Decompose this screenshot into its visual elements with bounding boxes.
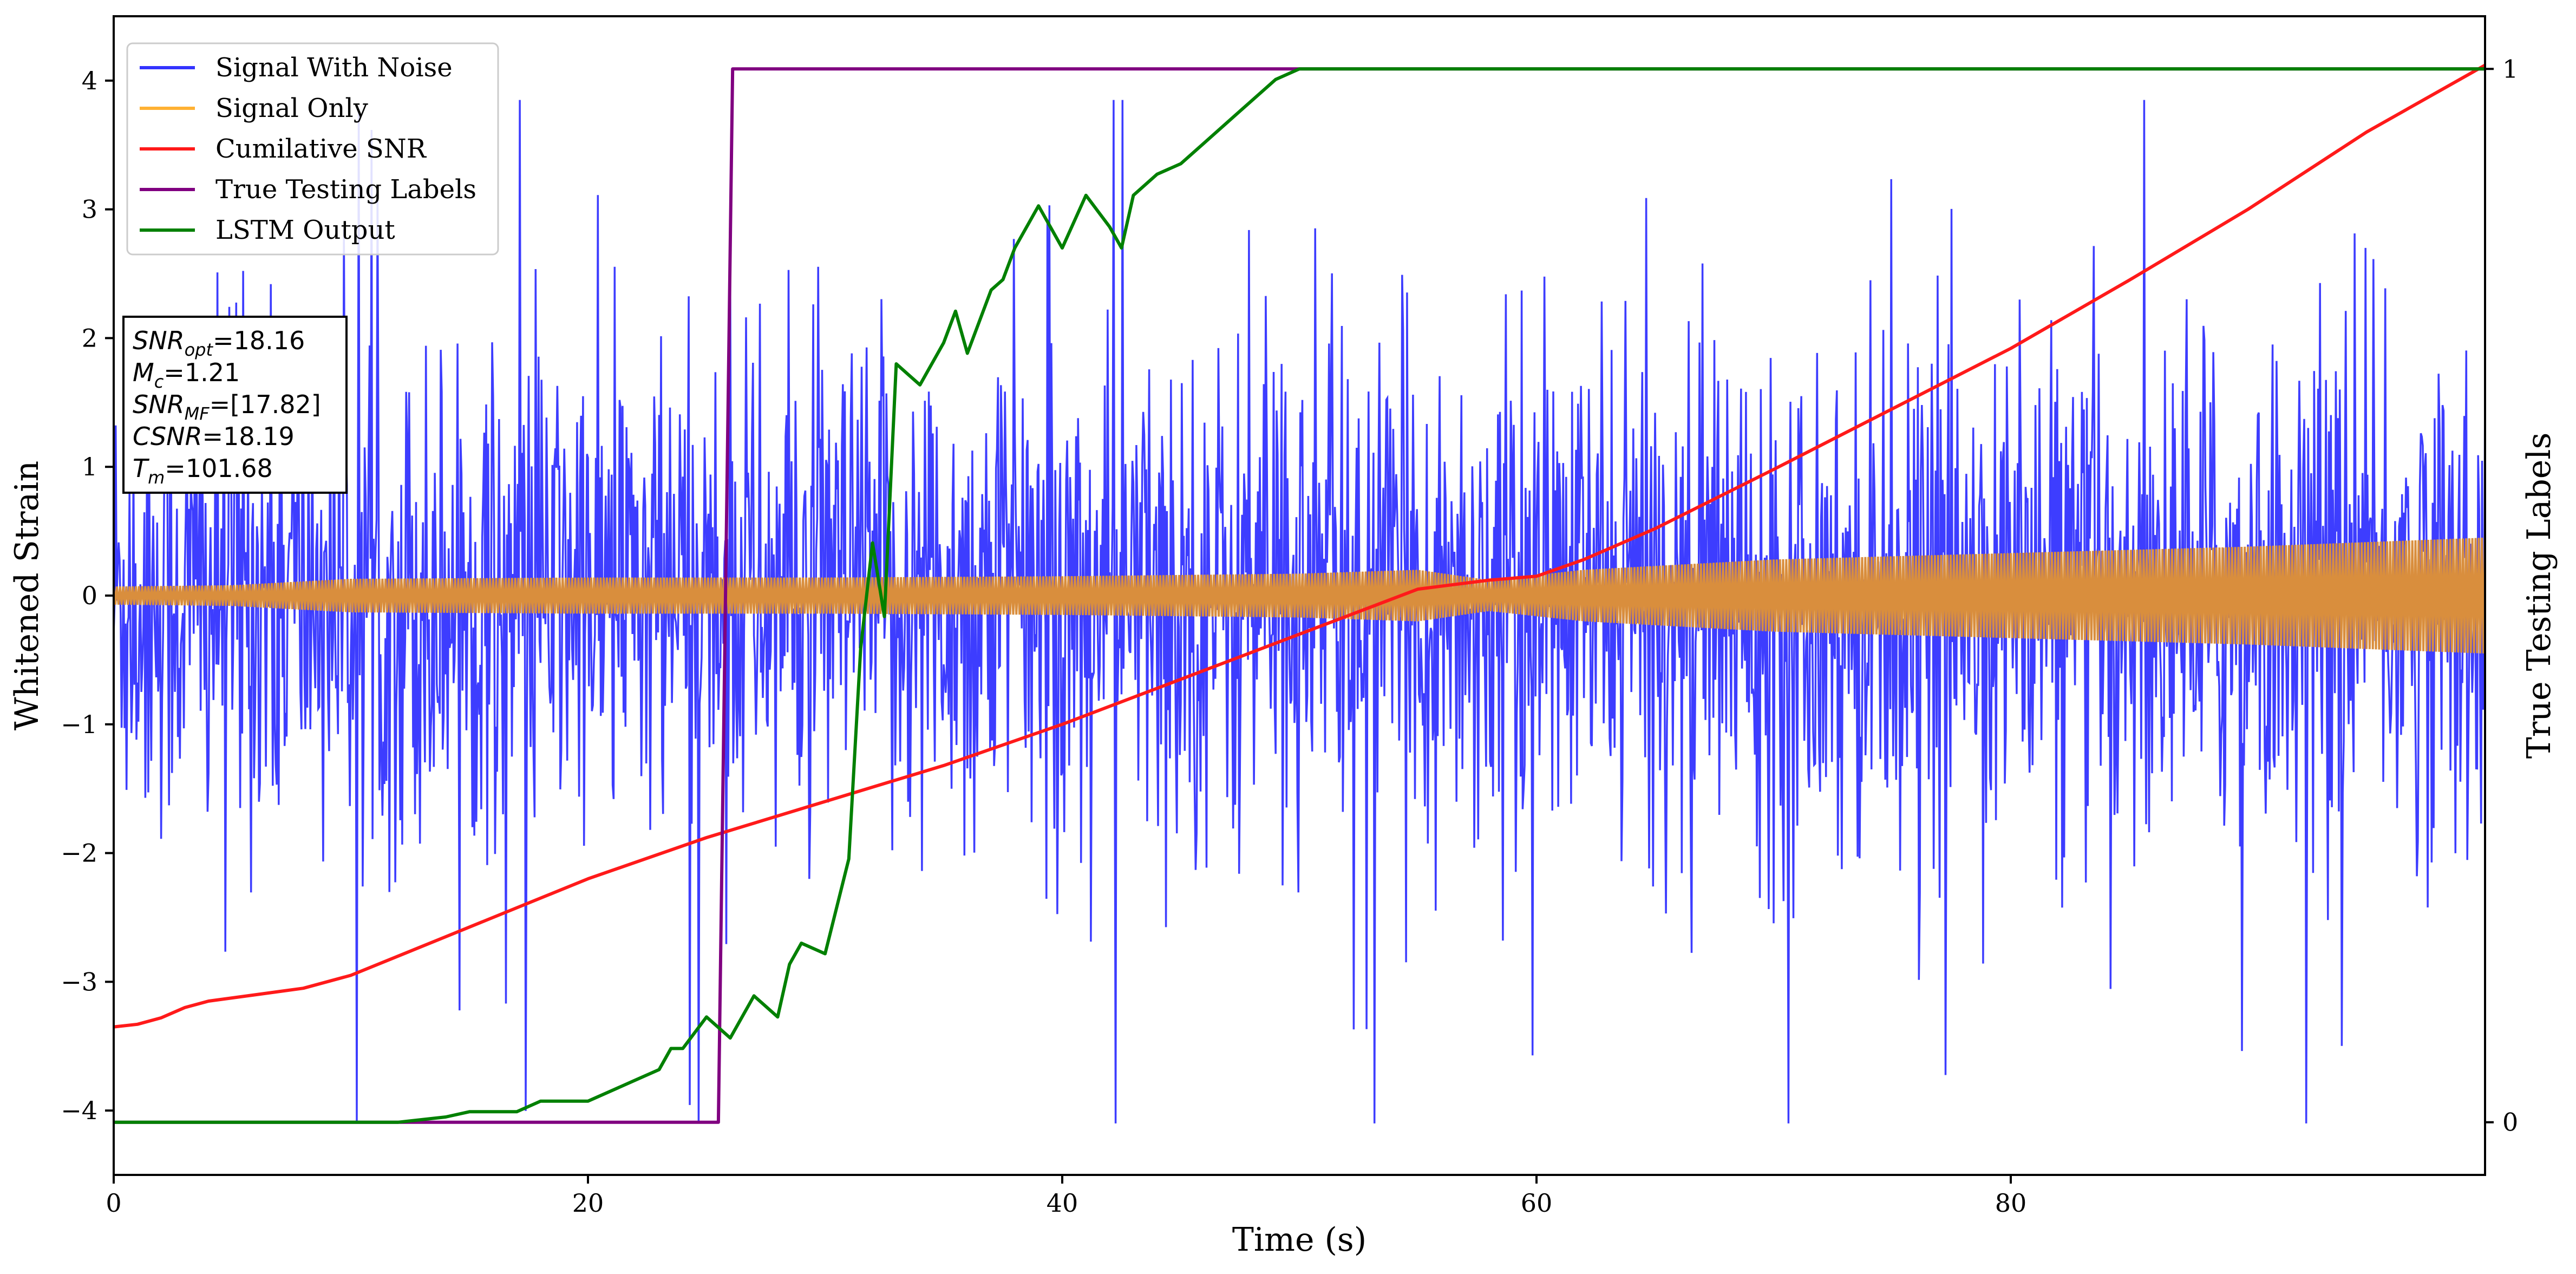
x-tick-label: 40 (1047, 1188, 1078, 1218)
y-tick-label: 0 (82, 581, 97, 610)
stat-csnr: CSNR=18.19 (133, 422, 295, 451)
plot-area (114, 63, 2485, 1124)
legend-label: Signal Only (215, 93, 368, 123)
y-tick-label: 1 (82, 452, 97, 481)
y-tick-label: −1 (61, 710, 97, 739)
stat-snr-mf: SNRMF=[17.82] (133, 390, 321, 424)
legend-frame (126, 42, 499, 256)
legend-label: True Testing Labels (215, 174, 476, 205)
stat-snr-opt: SNRopt=18.16 (133, 326, 305, 360)
x-tick-label: 20 (572, 1188, 604, 1218)
stats-annotation-frame (122, 316, 348, 494)
y-tick-label: −3 (61, 967, 97, 996)
x-tick-label: 60 (1521, 1188, 1553, 1218)
x-tick-label: 0 (106, 1188, 121, 1218)
y-tick-label: 3 (82, 195, 97, 224)
y-tick-label: −2 (61, 839, 97, 868)
y-axis-label-left: Whitened Strain (8, 461, 46, 730)
legend-label: Signal With Noise (215, 53, 453, 83)
y-tick-label: 4 (82, 66, 97, 95)
legend-label: LSTM Output (215, 215, 395, 245)
y-tick-label: −4 (61, 1096, 97, 1125)
stat-mc: Mc=1.21 (133, 358, 240, 392)
x-tick-label: 80 (1995, 1188, 2027, 1218)
cumulative-snr-line (114, 63, 2485, 1029)
stat-tm: Tm=101.68 (133, 454, 273, 488)
signal-with-noise-line (114, 100, 2485, 1123)
y-tick-label: 2 (82, 323, 97, 352)
x-axis-label: Time (s) (1232, 1221, 1367, 1259)
lstm-output-line (114, 67, 2485, 1124)
signal-only-line (114, 537, 2485, 654)
stats-annotation: SNRopt=18.16 Mc=1.21 SNRMF=[17.82] CSNR=… (122, 316, 348, 494)
y-right-tick-label: 1 (2502, 54, 2518, 83)
legend-label: Cumilative SNR (215, 134, 427, 164)
y-axis-label-right: True Testing Labels (2520, 433, 2558, 759)
legend: Signal With Noise Signal Only Cumilative S… (126, 42, 499, 256)
y-right-tick-label: 0 (2502, 1108, 2518, 1137)
